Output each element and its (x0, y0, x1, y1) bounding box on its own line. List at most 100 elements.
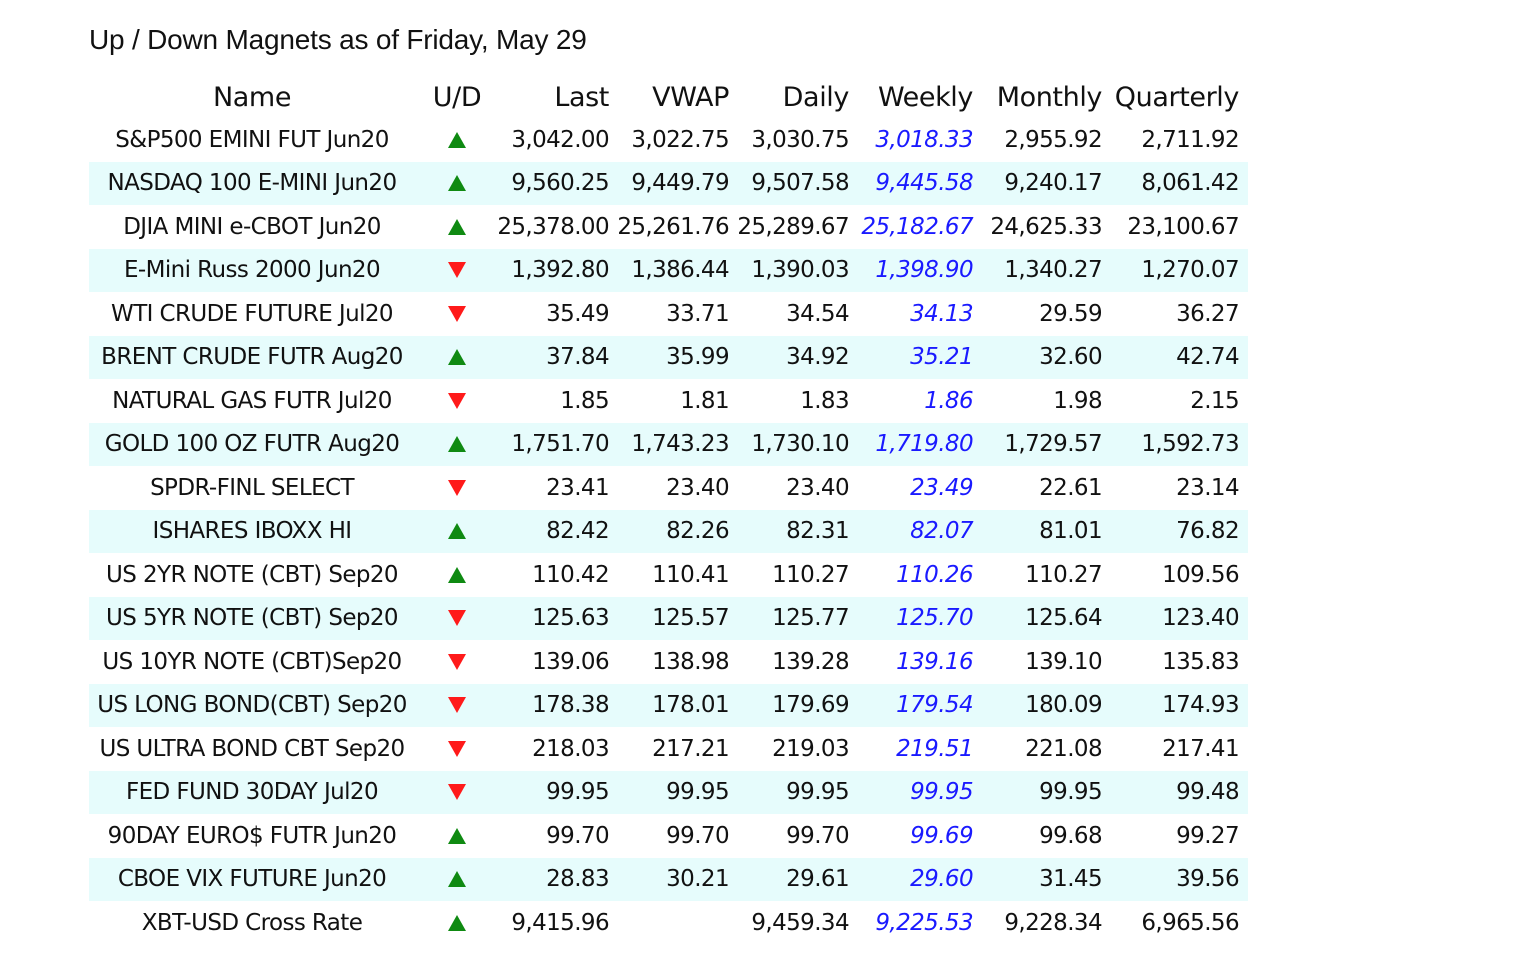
table-row[interactable]: E-Mini Russ 2000 Jun20 1,392.80 1,386.44 1,… (89, 248, 1248, 292)
table-row[interactable]: US 2YR NOTE (CBT) Sep20 110.42 110.41 110.2… (89, 553, 1248, 597)
quarterly-cell: 42.74 (1176, 344, 1239, 371)
daily-cell: 9,507.58 (751, 170, 849, 197)
table-row[interactable]: NATURAL GAS FUTR Jul20 1.85 1.81 1.83 1.86 1.… (89, 379, 1248, 423)
table-row[interactable]: ISHARES IBOXX HI 82.42 82.26 82.31 82.07 81.0… (89, 509, 1248, 554)
table-row[interactable]: 90DAY EURO$ FUTR Jun20 99.70 99.70 99.70 99.… (89, 814, 1248, 858)
column-header-quarterly[interactable]: Quarterly (1114, 81, 1240, 113)
vwap-cell: 82.26 (666, 518, 729, 545)
last-cell: 1,392.80 (511, 257, 609, 284)
weekly-cell: 99.69 (910, 822, 973, 849)
table-row[interactable]: DJIA MINI e-CBOT Jun20 25,378.00 25,261.76… (89, 205, 1248, 249)
triangle-down-icon (448, 740, 466, 757)
table-row[interactable]: US 10YR NOTE (CBT)Sep20 139.06 138.98 139.2… (89, 640, 1248, 684)
direction-cell (415, 814, 499, 858)
page-title: Up / Down Magnets as of Friday, May 29 (89, 24, 587, 55)
column-header-weekly[interactable]: Weekly (877, 81, 973, 113)
table-row[interactable]: US LONG BOND(CBT) Sep20 178.38 178.01 179.6… (89, 683, 1248, 727)
magnets-table: Name U/D Last VWAP Daily Weekly Monthly … (89, 72, 1248, 945)
last-cell: 125.63 (532, 605, 609, 632)
table-row[interactable]: FED FUND 30DAY Jul20 99.95 99.95 99.95 99.95… (89, 770, 1248, 814)
table-row[interactable]: GOLD 100 OZ FUTR Aug20 1,751.70 1,743.23 1,… (89, 422, 1248, 466)
direction-cell (415, 510, 499, 554)
quarterly-cell: 174.93 (1162, 692, 1239, 719)
column-header-ud[interactable]: U/D (432, 81, 482, 113)
monthly-cell: 29.59 (1039, 300, 1102, 327)
column-header-last[interactable]: Last (554, 81, 609, 113)
table-row[interactable]: SPDR-FINL SELECT 23.41 23.40 23.40 23.49 22.6… (89, 466, 1248, 510)
weekly-cell: 179.54 (896, 692, 973, 719)
column-header-name[interactable]: Name (212, 81, 292, 113)
weekly-cell: 9,445.58 (875, 170, 973, 197)
table-row[interactable]: XBT-USD Cross Rate 9,415.96 9,459.34 9,225.… (89, 901, 1248, 945)
last-cell: 110.42 (532, 561, 609, 588)
table-row[interactable]: CBOE VIX FUTURE Jun20 28.83 30.21 29.61 29.6… (89, 857, 1248, 901)
name-cell: GOLD 100 OZ FUTR Aug20 (104, 431, 400, 458)
table-row[interactable]: NASDAQ 100 E-MINI Jun20 9,560.25 9,449.79 9… (89, 161, 1248, 205)
weekly-cell: 1,398.90 (875, 257, 973, 284)
quarterly-cell: 76.82 (1176, 518, 1239, 545)
weekly-cell: 9,225.53 (875, 909, 973, 936)
monthly-cell: 1,729.57 (1004, 431, 1102, 458)
table-row[interactable]: BRENT CRUDE FUTR Aug20 37.84 35.99 34.92 35.… (89, 335, 1248, 379)
vwap-cell (609, 901, 729, 945)
quarterly-cell: 99.48 (1176, 779, 1239, 806)
triangle-down-icon (448, 697, 466, 714)
daily-cell: 34.54 (786, 300, 849, 327)
name-cell: CBOE VIX FUTURE Jun20 (117, 866, 387, 893)
table-row[interactable]: WTI CRUDE FUTURE Jul20 35.49 33.71 34.54 34.… (89, 292, 1248, 336)
name-cell: DJIA MINI e-CBOT Jun20 (123, 213, 381, 240)
triangle-up-icon (448, 523, 466, 540)
weekly-cell: 82.07 (910, 518, 973, 545)
triangle-down-icon (448, 392, 466, 409)
vwap-cell: 99.95 (666, 779, 729, 806)
name-cell: US 2YR NOTE (CBT) Sep20 (106, 561, 398, 588)
quarterly-cell: 123.40 (1162, 605, 1239, 632)
monthly-cell: 1,340.27 (1004, 257, 1102, 284)
weekly-cell: 23.49 (910, 474, 973, 501)
monthly-cell: 22.61 (1039, 474, 1102, 501)
table-header: Name U/D Last VWAP Daily Weekly Monthly … (89, 72, 1248, 118)
column-header-monthly[interactable]: Monthly (996, 81, 1103, 113)
vwap-cell: 1.81 (680, 387, 729, 414)
weekly-cell: 29.60 (910, 866, 973, 893)
daily-cell: 1.83 (800, 387, 849, 414)
table-body: S&P500 EMINI FUT Jun20 3,042.00 3,022.75 3,… (89, 118, 1248, 945)
last-cell: 37.84 (546, 344, 609, 371)
direction-cell (415, 379, 499, 423)
last-cell: 99.70 (546, 822, 609, 849)
quarterly-cell: 1,592.73 (1141, 431, 1239, 458)
vwap-cell: 178.01 (652, 692, 729, 719)
column-header-daily[interactable]: Daily (782, 81, 850, 113)
direction-cell (415, 597, 499, 641)
monthly-cell: 9,228.34 (1004, 909, 1102, 936)
table-row[interactable]: US 5YR NOTE (CBT) Sep20 125.63 125.57 125.7… (89, 596, 1248, 641)
daily-cell: 82.31 (786, 518, 849, 545)
vwap-cell: 125.57 (652, 605, 729, 632)
daily-cell: 29.61 (786, 866, 849, 893)
table-row[interactable]: US ULTRA BOND CBT Sep20 218.03 217.21 219.0… (89, 727, 1248, 771)
table-row[interactable]: S&P500 EMINI FUT Jun20 3,042.00 3,022.75 3,… (89, 118, 1248, 162)
name-cell: NATURAL GAS FUTR Jul20 (112, 387, 392, 414)
vwap-cell: 1,743.23 (631, 431, 729, 458)
vwap-cell: 25,261.76 (617, 213, 729, 240)
last-cell: 139.06 (532, 648, 609, 675)
daily-cell: 3,030.75 (751, 126, 849, 153)
direction-cell (415, 727, 499, 771)
daily-cell: 1,730.10 (751, 431, 849, 458)
name-cell: US 5YR NOTE (CBT) Sep20 (106, 605, 398, 632)
triangle-up-icon (448, 349, 466, 366)
triangle-up-icon (448, 131, 466, 148)
name-cell: ISHARES IBOXX HI (152, 518, 353, 545)
triangle-up-icon (448, 175, 466, 192)
monthly-cell: 2,955.92 (1004, 126, 1102, 153)
name-cell: WTI CRUDE FUTURE Jul20 (111, 300, 394, 327)
daily-cell: 99.95 (786, 779, 849, 806)
column-header-vwap[interactable]: VWAP (652, 81, 729, 113)
last-cell: 9,560.25 (511, 170, 609, 197)
name-cell: XBT-USD Cross Rate (141, 909, 363, 936)
weekly-cell: 1.86 (924, 387, 973, 414)
direction-cell (415, 205, 499, 249)
daily-cell: 179.69 (772, 692, 849, 719)
name-cell: SPDR-FINL SELECT (150, 474, 354, 501)
weekly-cell: 125.70 (896, 605, 973, 632)
